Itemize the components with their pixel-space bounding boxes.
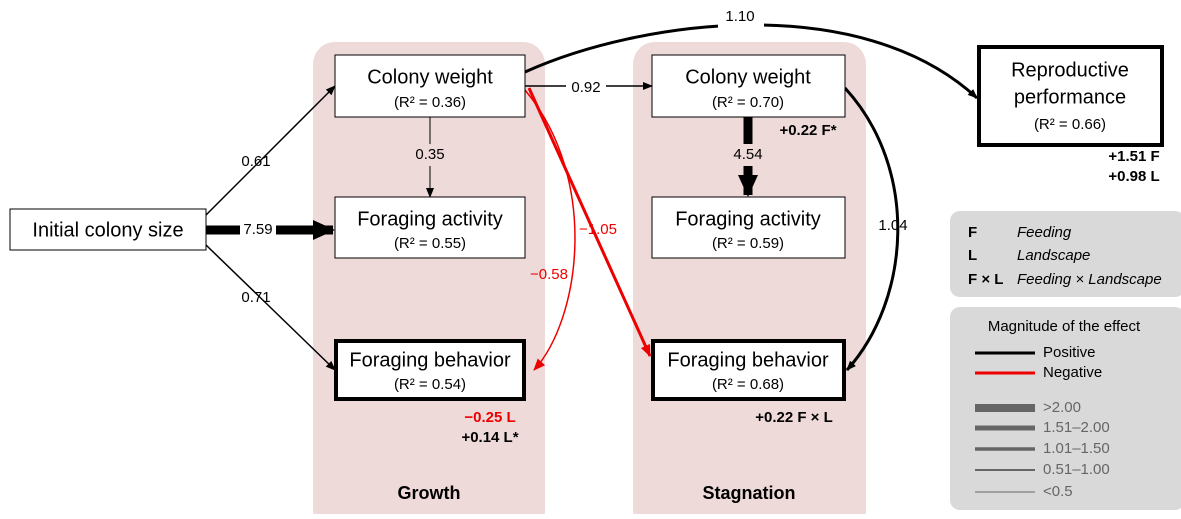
edge <box>843 86 900 372</box>
legend-label: Positive <box>1043 344 1096 361</box>
node-box <box>9 208 207 251</box>
legend-label: 1.51–2.00 <box>1043 419 1110 436</box>
legend-meaning: Feeding × Landscape <box>1017 271 1162 288</box>
node-r2: (R² = 0.59) <box>712 235 784 252</box>
edge-label: 1.10 <box>725 8 754 25</box>
node-box <box>651 54 846 118</box>
panel-title: Growth <box>398 483 461 503</box>
legend-box <box>950 211 1181 297</box>
node-box <box>651 196 846 259</box>
label-bg <box>566 76 606 98</box>
node-box <box>334 196 526 259</box>
label-bg <box>240 218 276 242</box>
panel-title: Stagnation <box>703 483 796 503</box>
legend-label: >2.00 <box>1043 399 1081 416</box>
node-box <box>977 45 1164 147</box>
legend-meaning: Feeding <box>1017 224 1072 241</box>
node-label: Foraging behavior <box>667 349 829 371</box>
node-r2: (R² = 0.54) <box>394 376 466 393</box>
edge-label: 0.92 <box>571 79 600 96</box>
edge <box>527 87 652 357</box>
legend-title: Magnitude of the effect <box>988 318 1141 335</box>
node-label: Reproductive <box>1011 59 1129 81</box>
edge <box>205 85 336 216</box>
label-bg <box>726 144 770 166</box>
edge-label: 0.35 <box>415 146 444 163</box>
node-box <box>651 339 846 401</box>
edge-label: 0.61 <box>241 153 270 170</box>
node-label: Initial colony size <box>32 219 183 241</box>
node-effect: −0.25 L <box>464 409 515 426</box>
legend-meaning: Landscape <box>1017 247 1090 264</box>
node-label: Foraging behavior <box>349 349 511 371</box>
legend-label: 0.51–1.00 <box>1043 461 1110 478</box>
width-swatches <box>975 404 1035 493</box>
node-effect: +0.98 L <box>1108 168 1159 185</box>
legend-label: 1.01–1.50 <box>1043 440 1110 457</box>
edge-labels: 0.61 7.59 0.71 0.35 0.92 1.10 −0.58 −1.0… <box>240 6 908 306</box>
node-box <box>334 339 526 401</box>
edge <box>524 89 576 371</box>
node-label: performance <box>1014 86 1126 108</box>
legend-key: L <box>968 247 977 264</box>
edge-label: −1.05 <box>579 221 617 238</box>
node-r2: (R² = 0.55) <box>394 235 466 252</box>
node-r2: (R² = 0.66) <box>1034 116 1106 133</box>
edge-label: 4.54 <box>733 146 762 163</box>
legend-label: Negative <box>1043 364 1102 381</box>
node-effect: +0.14 L* <box>461 429 518 446</box>
edge <box>205 244 336 371</box>
node-effect: +1.51 F <box>1108 148 1159 165</box>
node-r2: (R² = 0.68) <box>712 376 784 393</box>
legend-abbreviations: F Feeding L Landscape F × L Feeding × La… <box>968 224 1162 288</box>
edge-label: −0.58 <box>530 266 568 283</box>
node-box <box>334 54 526 118</box>
legend-key: F × L <box>968 271 1003 288</box>
legend-box <box>950 307 1181 510</box>
node-effect: +0.22 F* <box>779 122 836 139</box>
node-label: Foraging activity <box>675 208 821 230</box>
node-r2: (R² = 0.70) <box>712 94 784 111</box>
edge-label: 7.59 <box>243 221 272 238</box>
node-label: Colony weight <box>367 66 493 88</box>
node-effect: +0.22 F × L <box>755 409 833 426</box>
label-bg <box>718 6 764 28</box>
legend-key: F <box>968 224 977 241</box>
edge-label: 0.71 <box>241 289 270 306</box>
edge-label: 1.04 <box>878 217 907 234</box>
label-bg <box>410 144 450 166</box>
legend-label: <0.5 <box>1043 483 1073 500</box>
node-label: Colony weight <box>685 66 811 88</box>
legend-magnitude: Magnitude of the effect Positive Negativ… <box>975 318 1141 500</box>
node-r2: (R² = 0.36) <box>394 94 466 111</box>
node-label: Foraging activity <box>357 208 503 230</box>
